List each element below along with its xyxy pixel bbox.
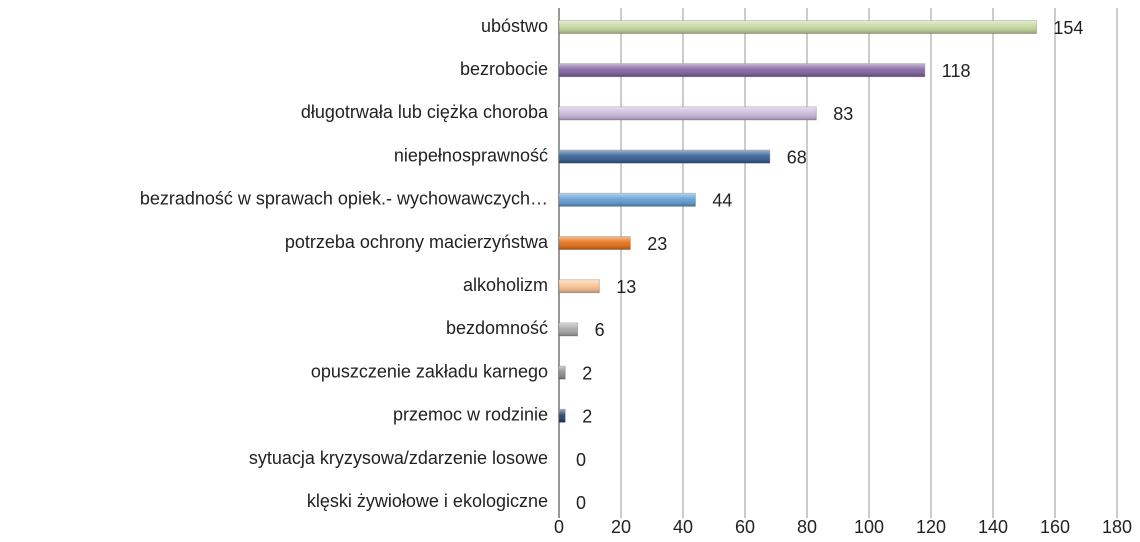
category-label: ubóstwo — [481, 16, 548, 36]
x-tick-label: 120 — [916, 517, 946, 537]
value-label: 83 — [833, 104, 853, 124]
category-label: opuszczenie zakładu karnego — [311, 361, 548, 381]
value-label: 68 — [787, 147, 807, 167]
bar-shine — [559, 366, 566, 380]
category-label: bezrobocie — [460, 59, 548, 79]
value-label: 2 — [582, 363, 592, 383]
bar-shine — [559, 236, 631, 250]
x-tick-label: 40 — [673, 517, 693, 537]
bar-shine — [559, 279, 600, 293]
value-label: 0 — [576, 493, 586, 513]
value-label: 6 — [595, 320, 605, 340]
value-label: 44 — [712, 191, 732, 211]
x-tick-label: 80 — [797, 517, 817, 537]
category-label: bezdomność — [446, 318, 548, 338]
bar-shine — [559, 150, 770, 164]
value-label: 23 — [647, 234, 667, 254]
value-label: 2 — [582, 407, 592, 427]
bar-shine — [559, 193, 696, 207]
x-tick-label: 100 — [854, 517, 884, 537]
category-label: klęski żywiołowe i ekologiczne — [307, 491, 548, 511]
category-label: długotrwała lub ciężka choroba — [301, 102, 549, 122]
category-label: przemoc w rodzinie — [393, 405, 548, 425]
bar-shine — [559, 63, 925, 77]
value-label: 154 — [1053, 18, 1083, 38]
x-tick-label: 60 — [735, 517, 755, 537]
value-label: 0 — [576, 450, 586, 470]
value-label: 13 — [616, 277, 636, 297]
category-label: sytuacja kryzysowa/zdarzenie losowe — [249, 448, 548, 468]
bar-shine — [559, 409, 566, 423]
category-label: bezradność w sprawach opiek.- wychowawcz… — [140, 189, 548, 209]
bar-shine — [559, 322, 578, 336]
x-tick-label: 140 — [978, 517, 1008, 537]
category-label: niepełnosprawność — [394, 145, 548, 165]
bar-shine — [559, 20, 1037, 34]
category-label: potrzeba ochrony macierzyństwa — [285, 232, 549, 252]
x-tick-label: 180 — [1102, 517, 1132, 537]
bar-shine — [559, 106, 817, 120]
x-tick-label: 160 — [1040, 517, 1070, 537]
x-tick-label: 0 — [554, 517, 564, 537]
category-label: alkoholizm — [463, 275, 548, 295]
value-label: 118 — [942, 61, 971, 81]
x-tick-label: 20 — [611, 517, 631, 537]
